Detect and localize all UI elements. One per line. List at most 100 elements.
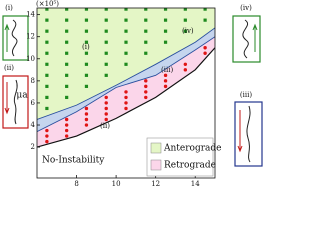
marker (163, 84, 168, 89)
marker (45, 51, 49, 55)
y-tick-label: 6 (31, 99, 36, 107)
marker (124, 101, 128, 105)
marker (45, 84, 49, 88)
y-tick-label: 8 (31, 77, 35, 85)
marker (45, 139, 49, 144)
y-exponent: (×10⁵) (36, 0, 59, 8)
marker (65, 84, 69, 88)
marker (203, 8, 207, 11)
filament (246, 105, 251, 163)
marker (65, 18, 69, 22)
y-tick-label: 14 (26, 11, 35, 19)
y-tick-label: 4 (31, 121, 36, 129)
marker (144, 51, 148, 55)
panel-label: (iii) (240, 91, 252, 99)
arrow (252, 23, 258, 52)
marker (144, 29, 148, 33)
marker (124, 90, 128, 94)
marker (163, 79, 168, 83)
marker (163, 73, 168, 78)
boundary-lower (37, 36, 215, 133)
marker (163, 8, 168, 11)
marker (183, 68, 188, 72)
filament (11, 19, 18, 57)
marker (124, 51, 128, 55)
marker (104, 40, 108, 44)
annotation: (i) (82, 43, 90, 51)
marker (65, 95, 69, 100)
arrow (4, 82, 10, 115)
marker (124, 95, 128, 100)
annotation: No-Instability (42, 156, 105, 166)
panel-ii (2, 75, 29, 129)
marker (65, 8, 69, 11)
marker (84, 73, 89, 77)
marker (104, 51, 108, 55)
marker (45, 128, 49, 133)
marker (144, 40, 148, 44)
annotation: (ii) (100, 122, 110, 130)
marker (104, 8, 108, 11)
legend-label: Anterograde (163, 144, 221, 154)
marker (45, 95, 49, 100)
marker (203, 51, 207, 55)
marker (65, 51, 69, 55)
marker (104, 101, 108, 105)
marker (45, 40, 49, 44)
marker (104, 117, 108, 122)
marker (45, 62, 49, 66)
marker (183, 8, 187, 11)
marker (163, 18, 168, 22)
boundary-upper (37, 27, 215, 120)
boundary-onset (37, 47, 215, 148)
marker (84, 117, 89, 122)
x-tick-label: 8 (74, 180, 78, 188)
x-tick-label: 12 (151, 180, 160, 188)
legend-swatch (150, 159, 162, 171)
y-tick-label: 12 (26, 33, 35, 41)
marker (65, 73, 69, 77)
marker (104, 95, 108, 100)
y-axis-label: μa (16, 91, 28, 101)
marker (64, 117, 69, 122)
marker (183, 18, 187, 22)
marker (65, 40, 69, 44)
marker (64, 128, 69, 133)
marker (144, 18, 148, 22)
marker (144, 79, 148, 83)
marker (84, 106, 89, 111)
marker (124, 8, 128, 11)
marker (163, 29, 168, 33)
marker (104, 73, 108, 77)
marker (64, 123, 69, 127)
filament (242, 19, 249, 59)
panel-i (2, 15, 29, 61)
filament (13, 79, 18, 125)
panel-box (232, 15, 261, 63)
marker (203, 18, 207, 22)
legend-label: Retrograde (164, 161, 216, 171)
marker (203, 46, 207, 50)
marker (45, 29, 49, 33)
marker (124, 106, 128, 111)
x-tick-label: 14 (191, 180, 200, 188)
marker (65, 29, 69, 33)
marker (183, 62, 188, 66)
marker (84, 62, 89, 66)
panel-label: (iv) (240, 4, 252, 12)
panel-iv (232, 15, 261, 63)
marker (84, 8, 89, 11)
annotation: (iii) (161, 66, 173, 74)
marker (84, 40, 89, 44)
plot-frame (36, 7, 216, 179)
marker (84, 112, 89, 116)
x-tick-label: 10 (112, 180, 121, 188)
marker (45, 18, 49, 22)
panel-label: (i) (5, 4, 13, 12)
marker (84, 18, 89, 22)
y-tick-label: 2 (31, 143, 35, 151)
marker (104, 18, 108, 22)
marker (45, 8, 49, 11)
marker (84, 51, 89, 55)
arrow (4, 23, 10, 52)
